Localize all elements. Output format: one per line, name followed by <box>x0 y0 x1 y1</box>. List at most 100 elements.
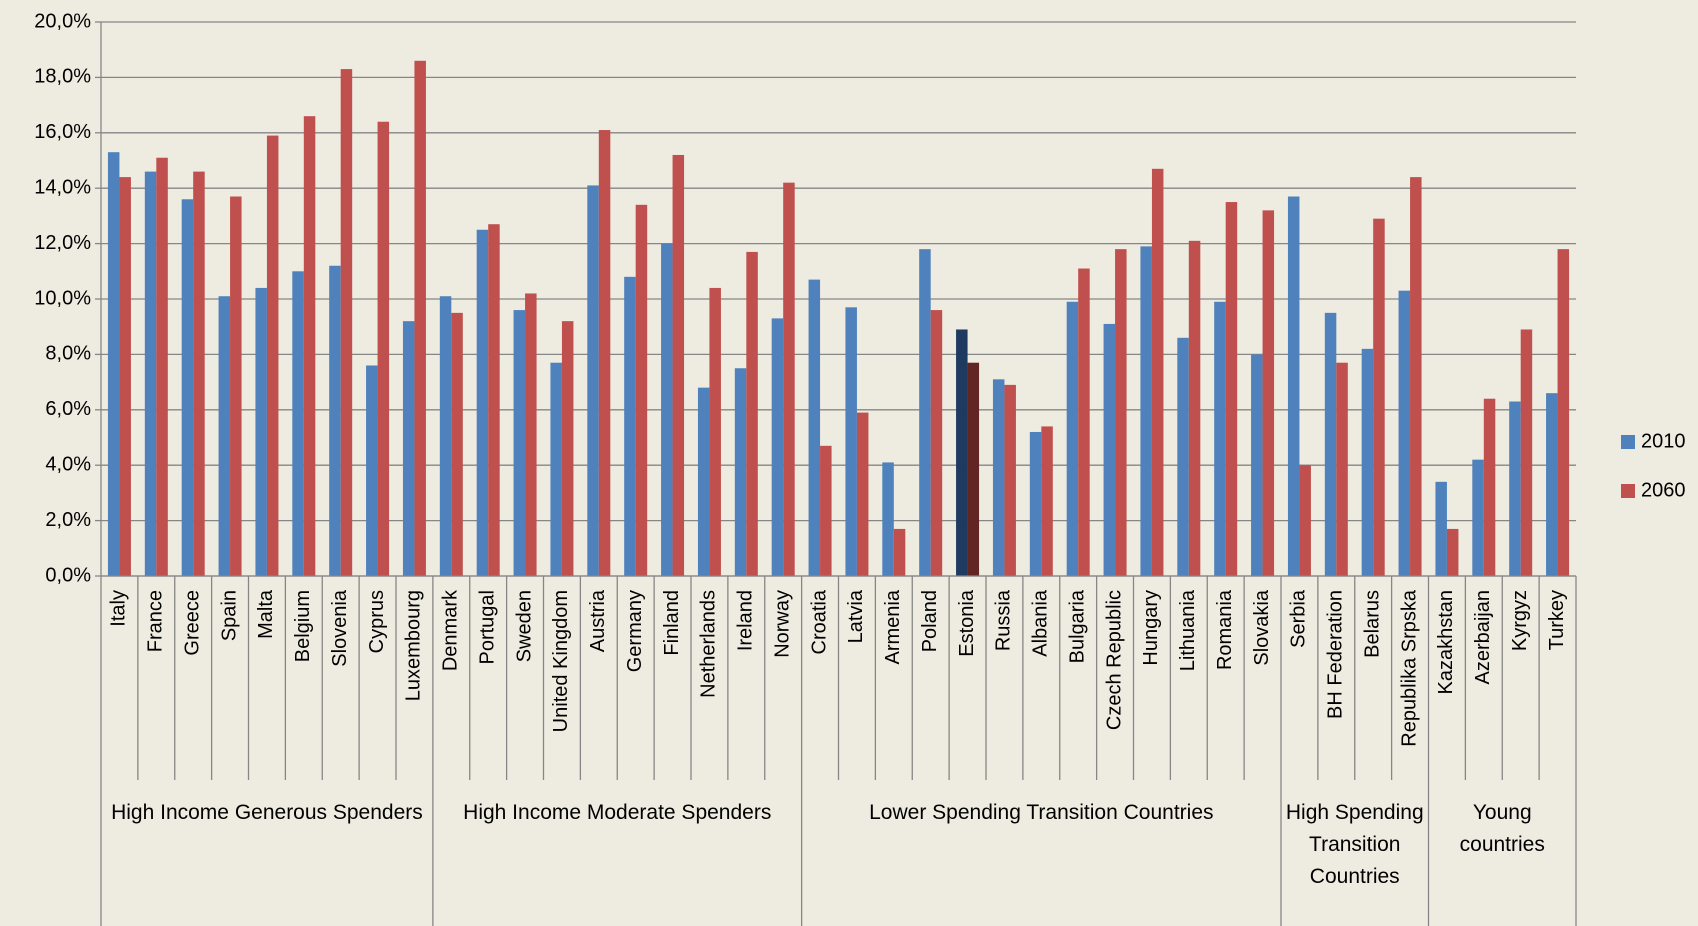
bar <box>193 171 205 576</box>
bar <box>414 60 426 576</box>
x-tick-label: Turkey <box>1546 590 1568 650</box>
bar <box>1188 240 1201 576</box>
x-tick-label: Spain <box>218 590 240 641</box>
bar <box>303 116 316 577</box>
bar <box>967 362 980 576</box>
bar <box>930 310 943 576</box>
legend-swatch <box>1621 484 1635 498</box>
bar <box>1483 398 1496 576</box>
x-tick-label: Estonia <box>956 589 978 657</box>
bar <box>144 171 157 576</box>
bar <box>218 296 231 576</box>
x-tick-label: Sweden <box>513 590 535 662</box>
bar <box>329 265 341 576</box>
bar <box>661 243 673 576</box>
y-tick-label: 2,0% <box>45 509 91 531</box>
bar <box>845 307 857 576</box>
x-tick-label: Belarus <box>1361 590 1383 658</box>
bar <box>956 329 968 576</box>
bar <box>1336 362 1348 576</box>
bar <box>1410 177 1422 576</box>
x-tick-label: Portugal <box>476 590 498 665</box>
x-tick-label: Greece <box>181 590 203 656</box>
x-tick-label: Belgium <box>292 590 314 662</box>
bar <box>746 251 758 576</box>
bar <box>1140 246 1152 576</box>
bar <box>439 296 452 576</box>
y-tick-label: 16,0% <box>34 121 91 143</box>
bar <box>488 224 500 576</box>
bar <box>1299 465 1311 576</box>
bar <box>882 462 894 576</box>
legend-swatch <box>1621 435 1635 449</box>
y-tick-label: 10,0% <box>34 287 91 309</box>
bar <box>734 368 747 576</box>
x-tick-label: Ireland <box>735 590 757 651</box>
bar <box>1115 249 1127 576</box>
x-tick-label: Romania <box>1214 589 1236 670</box>
x-tick-label: Malta <box>255 589 277 639</box>
bar <box>451 312 463 576</box>
group-label: Young countries <box>1459 801 1545 856</box>
bar <box>366 365 378 576</box>
group-label: High Income Generous Spenders <box>111 801 423 824</box>
bar <box>808 279 821 576</box>
y-tick-label: 20,0% <box>34 10 91 32</box>
bar <box>587 185 599 576</box>
y-tick-label: 4,0% <box>45 453 91 475</box>
x-tick-label: Slovakia <box>1251 589 1273 665</box>
x-tick-label: Lithuania <box>1177 589 1199 671</box>
bar <box>550 362 562 576</box>
bar <box>340 69 353 576</box>
bar <box>1078 268 1090 576</box>
x-tick-label: BH Federation <box>1325 590 1347 719</box>
group-label: High Spending Transition Countries <box>1285 801 1424 888</box>
x-tick-label: France <box>145 590 167 652</box>
bar <box>598 130 611 576</box>
bar <box>1557 249 1570 576</box>
bar <box>1373 218 1385 577</box>
bar <box>919 249 931 576</box>
bar <box>1546 393 1558 576</box>
x-tick-label: Finland <box>661 590 683 656</box>
bar <box>377 121 390 576</box>
bar <box>1509 401 1521 576</box>
bar <box>119 177 131 576</box>
y-tick-label: 0,0% <box>45 564 91 586</box>
bar <box>893 528 906 576</box>
bar <box>635 204 648 576</box>
x-tick-label: Kazakhstan <box>1435 590 1457 695</box>
bar <box>709 287 721 576</box>
bar <box>1251 354 1263 576</box>
bar <box>1029 431 1042 576</box>
bar <box>1262 210 1275 577</box>
x-tick-label: Latvia <box>845 589 867 643</box>
bar <box>292 271 304 576</box>
x-tick-label: United Kingdom <box>550 590 572 732</box>
bar <box>266 135 279 576</box>
legend-label: 2010 <box>1641 430 1686 452</box>
x-tick-label: Bulgaria <box>1066 589 1088 663</box>
bar <box>513 310 526 576</box>
bar <box>476 229 489 576</box>
x-tick-label: Armenia <box>882 589 904 664</box>
bar <box>783 182 795 576</box>
x-tick-label: Germany <box>624 590 646 672</box>
x-tick-label: Netherlands <box>698 590 720 698</box>
y-tick-label: 8,0% <box>45 343 91 365</box>
bar <box>1324 312 1337 576</box>
bar <box>1066 301 1079 576</box>
bar <box>525 293 537 576</box>
x-tick-label: Serbia <box>1288 589 1310 648</box>
x-tick-label: Czech Republic <box>1103 590 1125 730</box>
bar <box>181 199 194 576</box>
bar <box>1446 528 1459 576</box>
x-tick-label: Italy <box>108 590 130 627</box>
bar <box>1361 348 1374 576</box>
bar <box>1041 426 1053 576</box>
x-tick-label: Cyprus <box>366 590 388 653</box>
bar <box>1398 290 1411 576</box>
bar <box>697 387 710 576</box>
y-tick-label: 18,0% <box>34 66 91 88</box>
